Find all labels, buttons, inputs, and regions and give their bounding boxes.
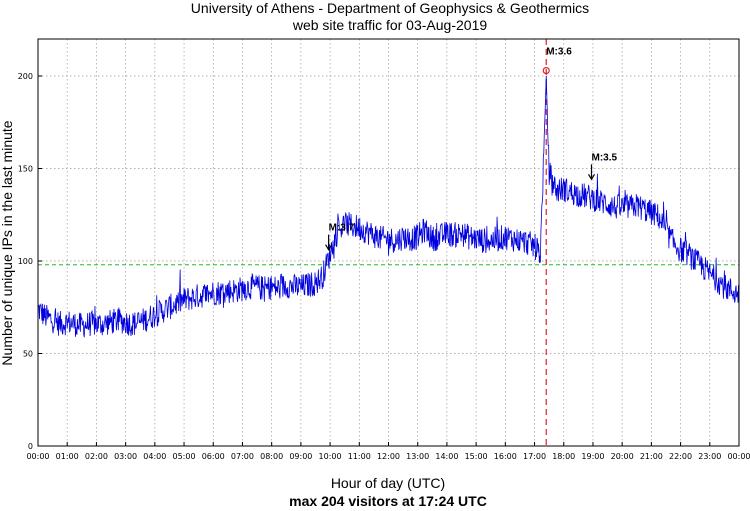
x-tick-label: 10:00: [319, 452, 342, 461]
x-tick-label: 13:00: [406, 452, 429, 461]
max-marker-circle: [542, 66, 550, 75]
x-tick-label: 02:00: [85, 452, 108, 461]
y-tick-label: 200: [18, 72, 33, 81]
y-tick-label: 50: [23, 350, 33, 359]
x-tick-label: 21:00: [640, 452, 663, 461]
x-tick-label: 05:00: [173, 452, 196, 461]
traffic-series-line: [37, 75, 740, 338]
y-axis-label: Number of unique IPs in the last minute: [0, 120, 15, 365]
x-tick-label: 19:00: [581, 452, 604, 461]
series-group: [37, 75, 740, 338]
x-tick-label: 20:00: [611, 452, 634, 461]
x-tick-label: 08:00: [260, 452, 283, 461]
y-tick-label: 0: [28, 442, 33, 451]
x-tick-label: 18:00: [552, 452, 575, 461]
y-tick-label: 150: [18, 165, 33, 174]
x-axis-label: Hour of day (UTC): [331, 475, 445, 491]
x-tick-label: 00:00: [727, 452, 750, 461]
grid-lines: [38, 39, 739, 446]
x-tick-label: 03:00: [114, 452, 137, 461]
x-tick-label: 06:00: [202, 452, 225, 461]
chart-title: University of Athens - Department of Geo…: [191, 0, 589, 16]
x-tick-label: 16:00: [494, 452, 517, 461]
annotation-label: M:3.6: [546, 47, 572, 58]
x-tick-label: 04:00: [143, 452, 166, 461]
reference-lines: [38, 39, 739, 446]
x-tick-label: 00:00: [26, 452, 49, 461]
chart-subtitle: web site traffic for 03-Aug-2019: [292, 17, 488, 33]
annotations: M:3.6 M:3.5 M:3.7: [325, 47, 617, 251]
x-tick-label: 15:00: [465, 452, 488, 461]
x-axis-ticks: 00:00 01:00 02:00 03:00 04:00 05:00 06:00 07:00…: [26, 442, 750, 461]
annotation-label: M:3.7: [329, 223, 355, 234]
x-tick-label: 11:00: [348, 452, 371, 461]
y-axis-ticks: 0 50 100 150 200: [18, 72, 42, 451]
x-tick-label: 12:00: [377, 452, 400, 461]
annotation-label: M:3.5: [591, 152, 617, 163]
x-tick-label: 09:00: [289, 452, 312, 461]
arrow-head: [587, 174, 596, 181]
x-tick-label: 01:00: [56, 452, 79, 461]
x-tick-label: 23:00: [698, 452, 721, 461]
x-tick-label: 22:00: [669, 452, 692, 461]
arrow-head: [325, 244, 333, 251]
max-visitors-note: max 204 visitors at 17:24 UTC: [289, 493, 487, 509]
x-tick-label: 17:00: [523, 452, 546, 461]
x-tick-label: 07:00: [231, 452, 254, 461]
y-tick-label: 100: [18, 257, 33, 266]
x-tick-label: 14:00: [435, 452, 458, 461]
